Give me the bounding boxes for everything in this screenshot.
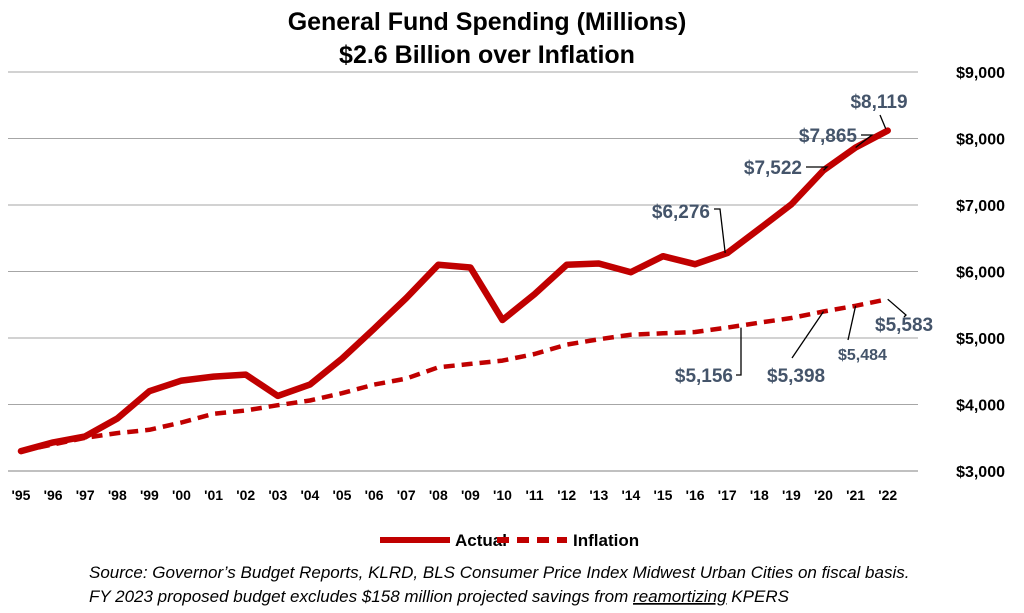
- y-tick-label: $8,000: [956, 132, 1005, 149]
- data-label-leader: [791, 311, 825, 359]
- source-note-line-2: FY 2023 proposed budget excludes $158 mi…: [89, 587, 790, 606]
- data-label: $5,156: [675, 366, 733, 387]
- x-tick-label: '09: [461, 487, 480, 503]
- x-tick-label: '15: [654, 487, 673, 503]
- x-tick-label: '20: [814, 487, 833, 503]
- source-note-line-2-prefix: FY 2023 proposed budget excludes $158 mi…: [89, 587, 633, 606]
- data-label-leader: [887, 298, 907, 318]
- source-note-line-2-underlined: reamortizing: [633, 587, 727, 606]
- x-tick-label: '06: [365, 487, 384, 503]
- x-tick-label: '13: [589, 487, 608, 503]
- data-label-leader: [855, 134, 874, 149]
- series-lines: [17, 127, 891, 455]
- x-tick-label: '14: [621, 487, 640, 503]
- x-tick-label: '03: [268, 487, 287, 503]
- chart-title: General Fund Spending (Millions): [288, 8, 687, 36]
- x-tick-label: '17: [718, 487, 737, 503]
- data-label: $6,276: [652, 202, 710, 223]
- data-label-leader: [736, 327, 742, 376]
- legend-label-inflation: Inflation: [573, 531, 639, 550]
- x-tick-label: '08: [429, 487, 448, 503]
- x-tick-label: '11: [526, 487, 544, 503]
- chart-subtitle: $2.6 Billion over Inflation: [339, 41, 635, 69]
- x-tick-label: '02: [236, 487, 255, 503]
- x-tick-label: '98: [108, 487, 127, 503]
- data-label-leader: [847, 305, 857, 341]
- data-label: $5,484: [838, 347, 887, 364]
- x-tick-label: '95: [12, 487, 31, 503]
- series-line-inflation: [20, 296, 889, 454]
- x-tick-label: '96: [44, 487, 63, 503]
- x-tick-label: '12: [557, 487, 576, 503]
- x-tick-label: '18: [750, 487, 769, 503]
- data-label-leader: [714, 208, 726, 254]
- data-label: $8,119: [850, 92, 907, 113]
- source-note-line-1: Source: Governor’s Budget Reports, KLRD,…: [89, 563, 909, 582]
- data-label: $7,865: [799, 126, 858, 147]
- y-tick-label: $3,000: [956, 464, 1005, 481]
- x-tick-label: '22: [878, 487, 897, 503]
- y-tick-label: $9,000: [956, 65, 1005, 82]
- gridlines: [8, 71, 918, 472]
- x-tick-label: '07: [397, 487, 416, 503]
- x-tick-label: '21: [846, 487, 865, 503]
- x-tick-label: '04: [300, 487, 319, 503]
- y-tick-label: $6,000: [956, 265, 1005, 282]
- y-tick-label: $4,000: [956, 398, 1005, 415]
- x-tick-label: '10: [493, 487, 512, 503]
- legend: Actual Inflation: [380, 531, 639, 550]
- y-axis-tick-labels: $3,000 $4,000 $5,000 $6,000 $7,000 $8,000 $9,0…: [956, 65, 1005, 481]
- y-tick-label: $5,000: [956, 331, 1005, 348]
- x-tick-label: '97: [76, 487, 95, 503]
- x-tick-label: '01: [204, 487, 223, 503]
- x-tick-label: '16: [686, 487, 705, 503]
- data-label-leader: [879, 114, 887, 129]
- series-line-actual: [17, 127, 891, 455]
- x-tick-label: '05: [333, 487, 352, 503]
- x-axis-tick-labels: '95 '96 '97 '98 '99 '00 '01 '02 '03 '04 '05 '06 '07 '…: [12, 487, 898, 503]
- legend-label-actual: Actual: [455, 531, 507, 550]
- data-label-leader: [806, 166, 829, 171]
- x-tick-label: '99: [140, 487, 159, 503]
- data-label-annotations: $8,119 $7,865 $7,522 $6,276 $5,583 $5,484 $5,3…: [652, 92, 933, 387]
- x-tick-label: '00: [172, 487, 191, 503]
- data-label: $7,522: [744, 158, 802, 179]
- y-tick-label: $7,000: [956, 198, 1005, 215]
- data-label: $5,398: [767, 366, 825, 387]
- source-note-line-2-suffix: KPERS: [727, 587, 790, 606]
- data-label: $5,583: [875, 315, 933, 336]
- x-tick-label: '19: [782, 487, 801, 503]
